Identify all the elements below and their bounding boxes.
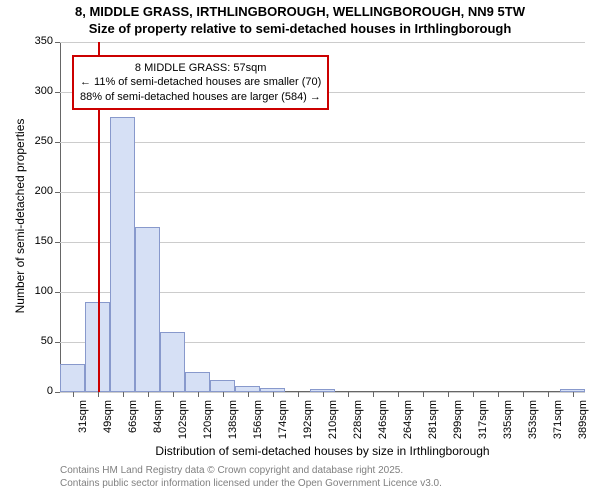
histogram-bar xyxy=(185,372,210,392)
footer-line2: Contains public sector information licen… xyxy=(60,477,442,490)
x-tick-label: 66sqm xyxy=(127,400,139,444)
histogram-bar xyxy=(560,389,585,392)
y-tick-label: 150 xyxy=(25,235,53,247)
x-tick xyxy=(173,392,174,397)
x-tick-label: 317sqm xyxy=(477,400,489,444)
y-tick xyxy=(55,242,60,243)
y-tick-label: 300 xyxy=(25,85,53,97)
x-tick-label: 84sqm xyxy=(152,400,164,444)
x-tick-label: 156sqm xyxy=(252,400,264,444)
y-tick xyxy=(55,42,60,43)
annotation-box: 8 MIDDLE GRASS: 57sqm← 11% of semi-detac… xyxy=(72,55,329,110)
y-tick xyxy=(55,142,60,143)
histogram-bar xyxy=(260,388,285,392)
y-tick xyxy=(55,342,60,343)
title-main: 8, MIDDLE GRASS, IRTHLINGBOROUGH, WELLIN… xyxy=(0,4,600,19)
x-tick xyxy=(423,392,424,397)
histogram-bar xyxy=(110,117,135,392)
x-tick-label: 264sqm xyxy=(402,400,414,444)
x-tick-label: 246sqm xyxy=(377,400,389,444)
x-tick-label: 228sqm xyxy=(352,400,364,444)
x-tick xyxy=(548,392,549,397)
x-tick-label: 174sqm xyxy=(277,400,289,444)
x-axis-label: Distribution of semi-detached houses by … xyxy=(60,444,585,458)
y-tick xyxy=(55,192,60,193)
annotation-line1: 8 MIDDLE GRASS: 57sqm xyxy=(80,61,321,75)
histogram-bar xyxy=(160,332,185,392)
chart-container: 8, MIDDLE GRASS, IRTHLINGBOROUGH, WELLIN… xyxy=(0,0,600,500)
x-tick xyxy=(398,392,399,397)
y-tick-label: 250 xyxy=(25,135,53,147)
x-tick xyxy=(98,392,99,397)
histogram-bar xyxy=(310,389,335,392)
x-tick-label: 353sqm xyxy=(527,400,539,444)
x-tick xyxy=(298,392,299,397)
x-tick-label: 192sqm xyxy=(302,400,314,444)
x-tick xyxy=(323,392,324,397)
x-tick-label: 281sqm xyxy=(427,400,439,444)
x-tick-label: 138sqm xyxy=(227,400,239,444)
histogram-bar xyxy=(210,380,235,392)
x-tick xyxy=(448,392,449,397)
y-tick-label: 50 xyxy=(25,335,53,347)
x-tick-label: 389sqm xyxy=(577,400,589,444)
x-tick-label: 31sqm xyxy=(77,400,89,444)
x-tick-label: 371sqm xyxy=(552,400,564,444)
y-tick-label: 200 xyxy=(25,185,53,197)
y-tick-label: 350 xyxy=(25,35,53,47)
x-tick xyxy=(73,392,74,397)
annotation-line2: ← 11% of semi-detached houses are smalle… xyxy=(80,75,321,89)
x-tick xyxy=(148,392,149,397)
y-tick xyxy=(55,292,60,293)
x-tick xyxy=(198,392,199,397)
x-tick xyxy=(248,392,249,397)
x-tick xyxy=(498,392,499,397)
x-tick-label: 335sqm xyxy=(502,400,514,444)
x-tick xyxy=(523,392,524,397)
footer: Contains HM Land Registry data © Crown c… xyxy=(60,464,442,490)
x-tick xyxy=(348,392,349,397)
y-tick-label: 0 xyxy=(25,385,53,397)
x-tick-label: 49sqm xyxy=(102,400,114,444)
x-tick xyxy=(223,392,224,397)
x-tick xyxy=(123,392,124,397)
y-tick-label: 100 xyxy=(25,285,53,297)
annotation-line3: 88% of semi-detached houses are larger (… xyxy=(80,90,321,104)
histogram-bar xyxy=(60,364,85,392)
footer-line1: Contains HM Land Registry data © Crown c… xyxy=(60,464,442,477)
x-tick-label: 120sqm xyxy=(202,400,214,444)
x-tick xyxy=(273,392,274,397)
y-tick xyxy=(55,392,60,393)
x-tick-label: 102sqm xyxy=(177,400,189,444)
histogram-bar xyxy=(135,227,160,392)
y-tick xyxy=(55,92,60,93)
x-tick-label: 299sqm xyxy=(452,400,464,444)
title-sub: Size of property relative to semi-detach… xyxy=(0,21,600,36)
histogram-bar xyxy=(85,302,110,392)
x-tick xyxy=(373,392,374,397)
x-tick xyxy=(473,392,474,397)
x-tick xyxy=(573,392,574,397)
histogram-bar xyxy=(235,386,260,392)
x-tick-label: 210sqm xyxy=(327,400,339,444)
